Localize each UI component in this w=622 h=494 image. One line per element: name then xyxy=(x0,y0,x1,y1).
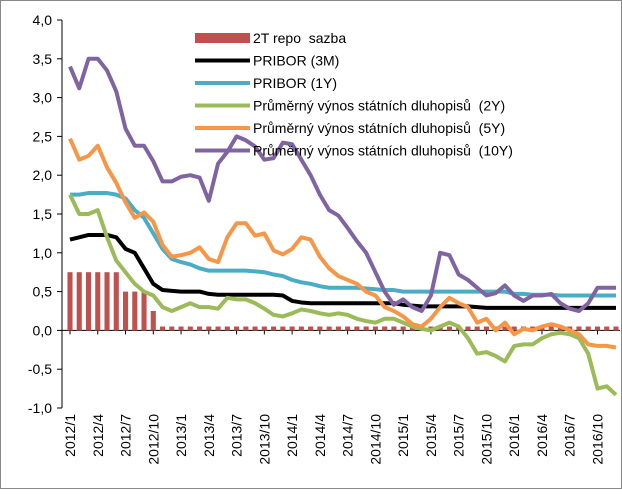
bar xyxy=(95,272,101,331)
bar xyxy=(326,326,332,331)
bar xyxy=(141,291,147,331)
x-tick-label: 2015/7 xyxy=(451,414,467,457)
x-tick-label: 2012/4 xyxy=(90,414,106,457)
bar xyxy=(382,326,388,331)
x-tick-label: 2015/4 xyxy=(423,414,439,457)
y-tick-label: 1,5 xyxy=(33,206,53,222)
bar xyxy=(234,326,240,331)
bar xyxy=(159,326,166,331)
bar xyxy=(280,326,286,331)
bar xyxy=(104,272,110,331)
bar xyxy=(613,326,619,331)
line xyxy=(69,232,616,310)
bar xyxy=(252,326,258,331)
bar xyxy=(298,326,304,331)
bar xyxy=(317,326,323,331)
bar xyxy=(224,326,230,331)
legend-label: Průměrný výnos státních dluhopisů (10Y) xyxy=(253,143,513,159)
bar xyxy=(354,326,360,331)
legend-label: Průměrný výnos státních dluhopisů (5Y) xyxy=(253,120,505,136)
bar xyxy=(289,326,295,331)
bar xyxy=(604,326,610,331)
bar xyxy=(372,326,378,331)
bar xyxy=(335,326,341,331)
bar xyxy=(261,326,267,331)
bar xyxy=(67,272,73,331)
bar xyxy=(511,326,517,331)
x-tick-label: 2015/1 xyxy=(395,414,411,457)
x-tick-label: 2016/7 xyxy=(562,414,578,457)
legend-swatch xyxy=(195,33,250,43)
bar xyxy=(363,326,369,331)
x-tick-label: 2012/10 xyxy=(145,414,161,465)
bar xyxy=(178,326,184,331)
bar xyxy=(548,326,554,331)
y-tick-label: 3,5 xyxy=(33,51,53,67)
bar xyxy=(243,326,249,331)
bar xyxy=(169,326,175,331)
line xyxy=(68,137,617,350)
x-tick-label: 2012/1 xyxy=(62,414,78,457)
y-tick-label: -1,0 xyxy=(28,400,52,416)
bar xyxy=(465,326,471,331)
bar xyxy=(113,272,119,331)
bar xyxy=(206,326,212,331)
bar xyxy=(391,326,397,331)
bar xyxy=(76,272,82,331)
bar xyxy=(215,326,221,331)
bar xyxy=(474,326,480,331)
line xyxy=(70,191,616,298)
x-tick-label: 2014/7 xyxy=(340,414,356,457)
x-tick-label: 2016/10 xyxy=(589,414,605,465)
bar xyxy=(483,326,489,331)
bar xyxy=(446,326,452,331)
bar xyxy=(197,326,203,331)
bar xyxy=(122,291,129,331)
y-tick-label: 2,5 xyxy=(33,128,53,144)
bar xyxy=(271,326,277,331)
legend-label: Průměrný výnos státních dluhopisů (2Y) xyxy=(253,98,505,114)
y-tick-label: 3,0 xyxy=(33,90,53,106)
legend-label: 2T repo sazba xyxy=(253,30,346,46)
bar xyxy=(85,272,92,331)
y-tick-label: 0,0 xyxy=(33,322,53,338)
bar xyxy=(345,326,351,331)
bar xyxy=(585,326,591,331)
x-tick-label: 2013/4 xyxy=(201,414,217,457)
bar xyxy=(308,326,314,331)
y-tick-label: 4,0 xyxy=(33,12,53,28)
line xyxy=(68,193,618,397)
bar xyxy=(594,326,601,331)
x-tick-label: 2014/1 xyxy=(284,414,300,457)
line xyxy=(68,56,616,313)
y-tick-label: -0,5 xyxy=(28,361,52,377)
y-tick-label: 0,5 xyxy=(33,284,53,300)
y-tick-label: 2,0 xyxy=(33,167,53,183)
legend-label: PRIBOR (3M) xyxy=(253,53,339,69)
bar xyxy=(400,326,406,331)
bar xyxy=(150,311,156,331)
y-tick-label: 1,0 xyxy=(33,245,53,261)
legend-label: PRIBOR (1Y) xyxy=(253,75,337,91)
x-tick-label: 2015/10 xyxy=(478,414,494,465)
x-tick-label: 2013/10 xyxy=(256,414,272,465)
bar xyxy=(187,326,193,331)
x-tick-label: 2014/10 xyxy=(367,414,383,465)
bar xyxy=(132,291,138,331)
x-tick-label: 2012/7 xyxy=(118,414,134,457)
x-tick-label: 2016/1 xyxy=(506,414,522,457)
bar xyxy=(502,326,508,331)
x-tick-label: 2014/4 xyxy=(312,414,328,457)
x-tick-label: 2013/7 xyxy=(229,414,245,457)
bar xyxy=(576,326,582,331)
x-tick-label: 2016/4 xyxy=(534,414,550,457)
x-tick-label: 2013/1 xyxy=(173,414,189,457)
